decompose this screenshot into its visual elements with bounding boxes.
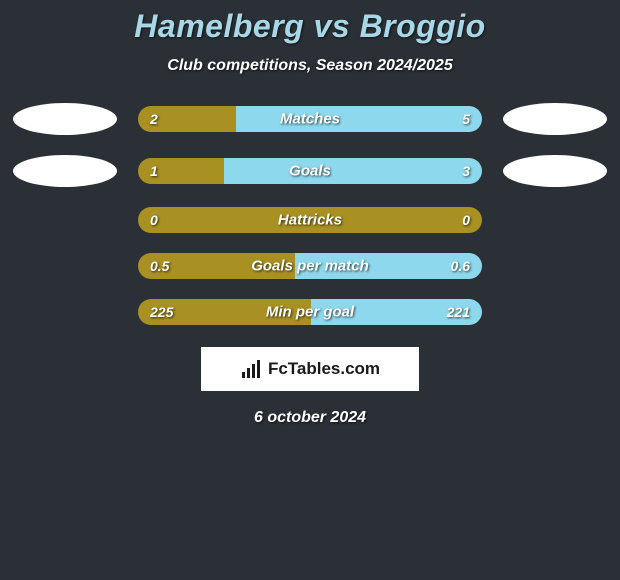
brand-text: FcTables.com bbox=[268, 359, 380, 379]
stat-label: Goals per match bbox=[251, 258, 369, 275]
stat-row: Min per goal 225 221 bbox=[0, 299, 620, 325]
subtitle: Club competitions, Season 2024/2025 bbox=[167, 57, 452, 75]
stat-label: Matches bbox=[280, 111, 340, 128]
stat-value-left: 1 bbox=[150, 163, 158, 179]
comparison-card: Hamelberg vs Broggio Club competitions, … bbox=[0, 0, 620, 427]
bar-chart-icon bbox=[240, 360, 262, 378]
stat-value-left: 2 bbox=[150, 111, 158, 127]
stat-row: Goals per match 0.5 0.6 bbox=[0, 253, 620, 279]
stat-bar: Min per goal 225 221 bbox=[138, 299, 482, 325]
stat-value-right: 0 bbox=[462, 212, 470, 228]
bar-segment-right bbox=[224, 158, 482, 184]
stat-row: Hattricks 0 0 bbox=[0, 207, 620, 233]
stat-row: Goals 1 3 bbox=[0, 155, 620, 187]
stat-label: Hattricks bbox=[278, 212, 342, 229]
stat-label: Min per goal bbox=[266, 304, 354, 321]
avatar-slot-left bbox=[10, 103, 120, 135]
page-title: Hamelberg vs Broggio bbox=[134, 8, 485, 45]
stat-value-right: 3 bbox=[462, 163, 470, 179]
player-avatar-left bbox=[13, 103, 117, 135]
avatar-slot-right bbox=[500, 155, 610, 187]
avatar-slot-right bbox=[500, 103, 610, 135]
stat-rows: Matches 2 5 Goals 1 3 Hattricks 0 0 Goals per mat… bbox=[0, 103, 620, 325]
stat-bar: Goals 1 3 bbox=[138, 158, 482, 184]
player-avatar-left bbox=[13, 155, 117, 187]
date-text: 6 october 2024 bbox=[254, 409, 366, 427]
stat-bar: Hattricks 0 0 bbox=[138, 207, 482, 233]
bar-segment-right bbox=[236, 106, 482, 132]
brand-badge[interactable]: FcTables.com bbox=[201, 347, 419, 391]
stat-value-right: 221 bbox=[447, 304, 470, 320]
stat-value-right: 0.6 bbox=[451, 258, 470, 274]
player-avatar-right bbox=[503, 103, 607, 135]
stat-value-left: 0 bbox=[150, 212, 158, 228]
avatar-slot-left bbox=[10, 155, 120, 187]
stat-value-left: 0.5 bbox=[150, 258, 169, 274]
stat-label: Goals bbox=[289, 163, 331, 180]
stat-bar: Goals per match 0.5 0.6 bbox=[138, 253, 482, 279]
stat-value-right: 5 bbox=[462, 111, 470, 127]
stat-row: Matches 2 5 bbox=[0, 103, 620, 135]
stat-bar: Matches 2 5 bbox=[138, 106, 482, 132]
stat-value-left: 225 bbox=[150, 304, 173, 320]
player-avatar-right bbox=[503, 155, 607, 187]
